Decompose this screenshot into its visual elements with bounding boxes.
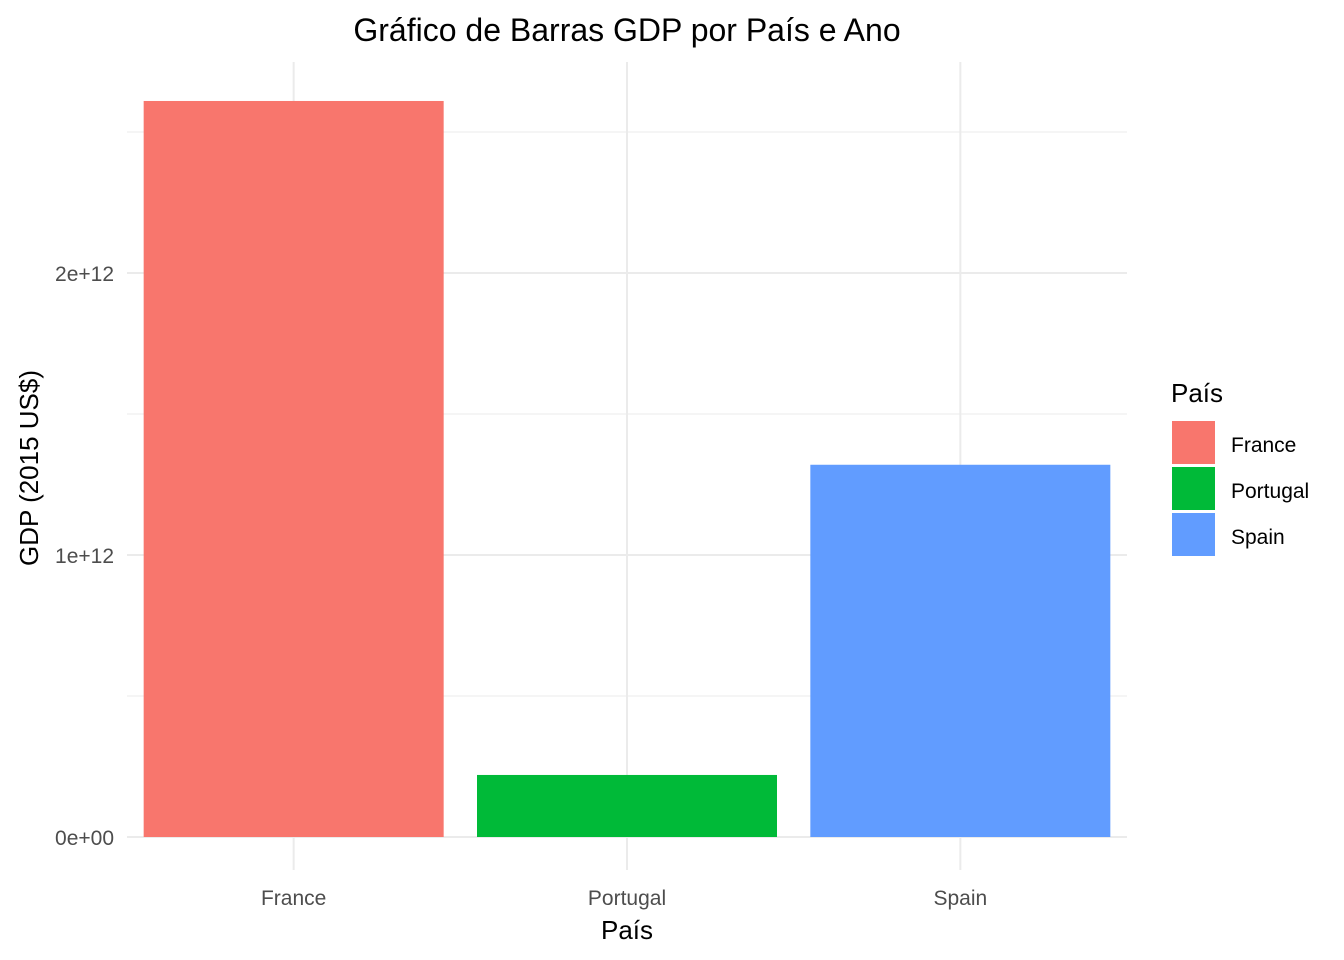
bar-portugal [477, 774, 777, 837]
legend-title: País [1171, 378, 1223, 408]
legend: País France Portugal Spain [1171, 378, 1309, 556]
y-axis-ticks: 0e+00 1e+12 2e+12 [55, 263, 114, 850]
y-axis-title: GDP (2015 US$) [14, 370, 44, 566]
legend-label-spain: Spain [1231, 526, 1285, 549]
y-tick-label: 0e+00 [55, 827, 114, 850]
x-tick-label: Portugal [588, 887, 666, 910]
x-axis-title: País [601, 915, 653, 945]
legend-swatch-spain [1172, 513, 1215, 556]
legend-label-france: France [1231, 434, 1296, 457]
legend-label-portugal: Portugal [1231, 480, 1309, 503]
x-tick-label: Spain [933, 887, 987, 910]
chart-title: Gráfico de Barras GDP por País e Ano [353, 12, 900, 48]
legend-entries: France Portugal Spain [1172, 421, 1309, 556]
bar-france [143, 100, 444, 838]
legend-swatch-france [1172, 421, 1215, 464]
legend-swatch-portugal [1172, 467, 1215, 510]
x-tick-label: France [261, 887, 326, 910]
bars-group [143, 100, 1111, 838]
x-axis-ticks: France Portugal Spain [261, 887, 987, 910]
bar-spain [810, 464, 1111, 837]
y-tick-label: 1e+12 [55, 545, 114, 568]
y-tick-label: 2e+12 [55, 263, 114, 286]
